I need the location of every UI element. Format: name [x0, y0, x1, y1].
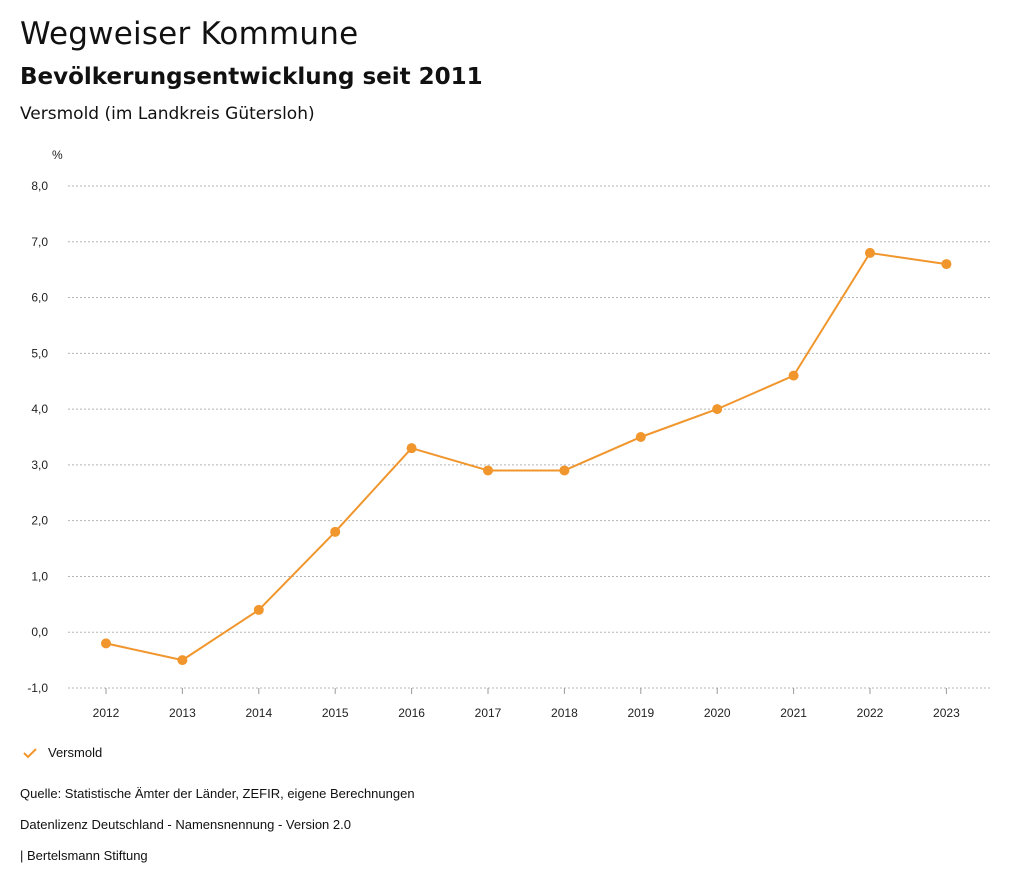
y-tick-label: -1,0: [27, 681, 48, 695]
legend-check-icon: [23, 747, 37, 758]
data-point[interactable]: [253, 604, 264, 615]
page-title: Wegweiser Kommune: [20, 16, 359, 52]
license-note: Datenlizenz Deutschland - Namensnennung …: [20, 817, 351, 832]
x-axis-ticks: 2012 2013 2014 2015 2016 2017 2018 2019 2020 2021…: [93, 688, 960, 720]
chart-subtitle: Bevölkerungsentwicklung seit 2011: [20, 64, 483, 90]
x-tick-label: 2020: [704, 706, 731, 720]
chart-legend[interactable]: Versmold: [22, 745, 102, 760]
x-tick-label: 2023: [933, 706, 960, 720]
x-tick-label: 2014: [245, 706, 272, 720]
grid-lines: [68, 185, 990, 689]
y-tick-label: 1,0: [31, 569, 48, 583]
y-axis-ticks: 8,0 7,0 6,0 5,0 4,0 3,0 2,0 1,0 0,0 -1,0: [27, 179, 48, 695]
line-chart: % 8,07,06,05,04,03,02,01,00,0-1,0 2012 20…: [27, 148, 990, 720]
data-point[interactable]: [406, 443, 417, 454]
data-point[interactable]: [788, 370, 799, 381]
y-tick-label: 0,0: [31, 625, 48, 639]
data-point[interactable]: [483, 465, 493, 476]
source-note: Quelle: Statistische Ämter der Länder, Z…: [20, 786, 415, 801]
x-tick-label: 2021: [780, 706, 807, 720]
series-line: [105, 251, 947, 662]
data-point[interactable]: [330, 526, 341, 537]
y-tick-label: 8,0: [31, 179, 48, 193]
x-tick-label: 2019: [627, 706, 654, 720]
x-tick-label: 2013: [169, 706, 196, 720]
y-tick-label: 3,0: [31, 458, 48, 472]
x-tick-label: 2017: [475, 706, 502, 720]
data-point[interactable]: [635, 432, 646, 442]
x-tick-label: 2015: [322, 706, 349, 720]
data-point[interactable]: [177, 655, 188, 666]
legend-label-versmold: Versmold: [48, 745, 103, 760]
data-point[interactable]: [712, 404, 723, 415]
y-tick-label: 5,0: [31, 346, 48, 360]
x-tick-label: 2012: [93, 706, 120, 720]
y-tick-label: 4,0: [31, 402, 48, 416]
data-point[interactable]: [941, 259, 952, 270]
data-point[interactable]: [559, 465, 570, 476]
region-label: Versmold (im Landkreis Gütersloh): [20, 104, 315, 124]
y-tick-label: 2,0: [31, 514, 48, 528]
data-point[interactable]: [865, 247, 875, 258]
data-point[interactable]: [101, 638, 111, 649]
credit-note: | Bertelsmann Stiftung: [20, 848, 148, 863]
y-tick-label: 7,0: [31, 235, 48, 249]
x-tick-label: 2018: [551, 706, 578, 720]
x-tick-label: 2022: [857, 706, 884, 720]
y-tick-label: 6,0: [31, 291, 48, 305]
series-versmold: [101, 247, 952, 666]
x-tick-label: 2016: [398, 706, 425, 720]
y-axis-unit: %: [52, 148, 63, 162]
